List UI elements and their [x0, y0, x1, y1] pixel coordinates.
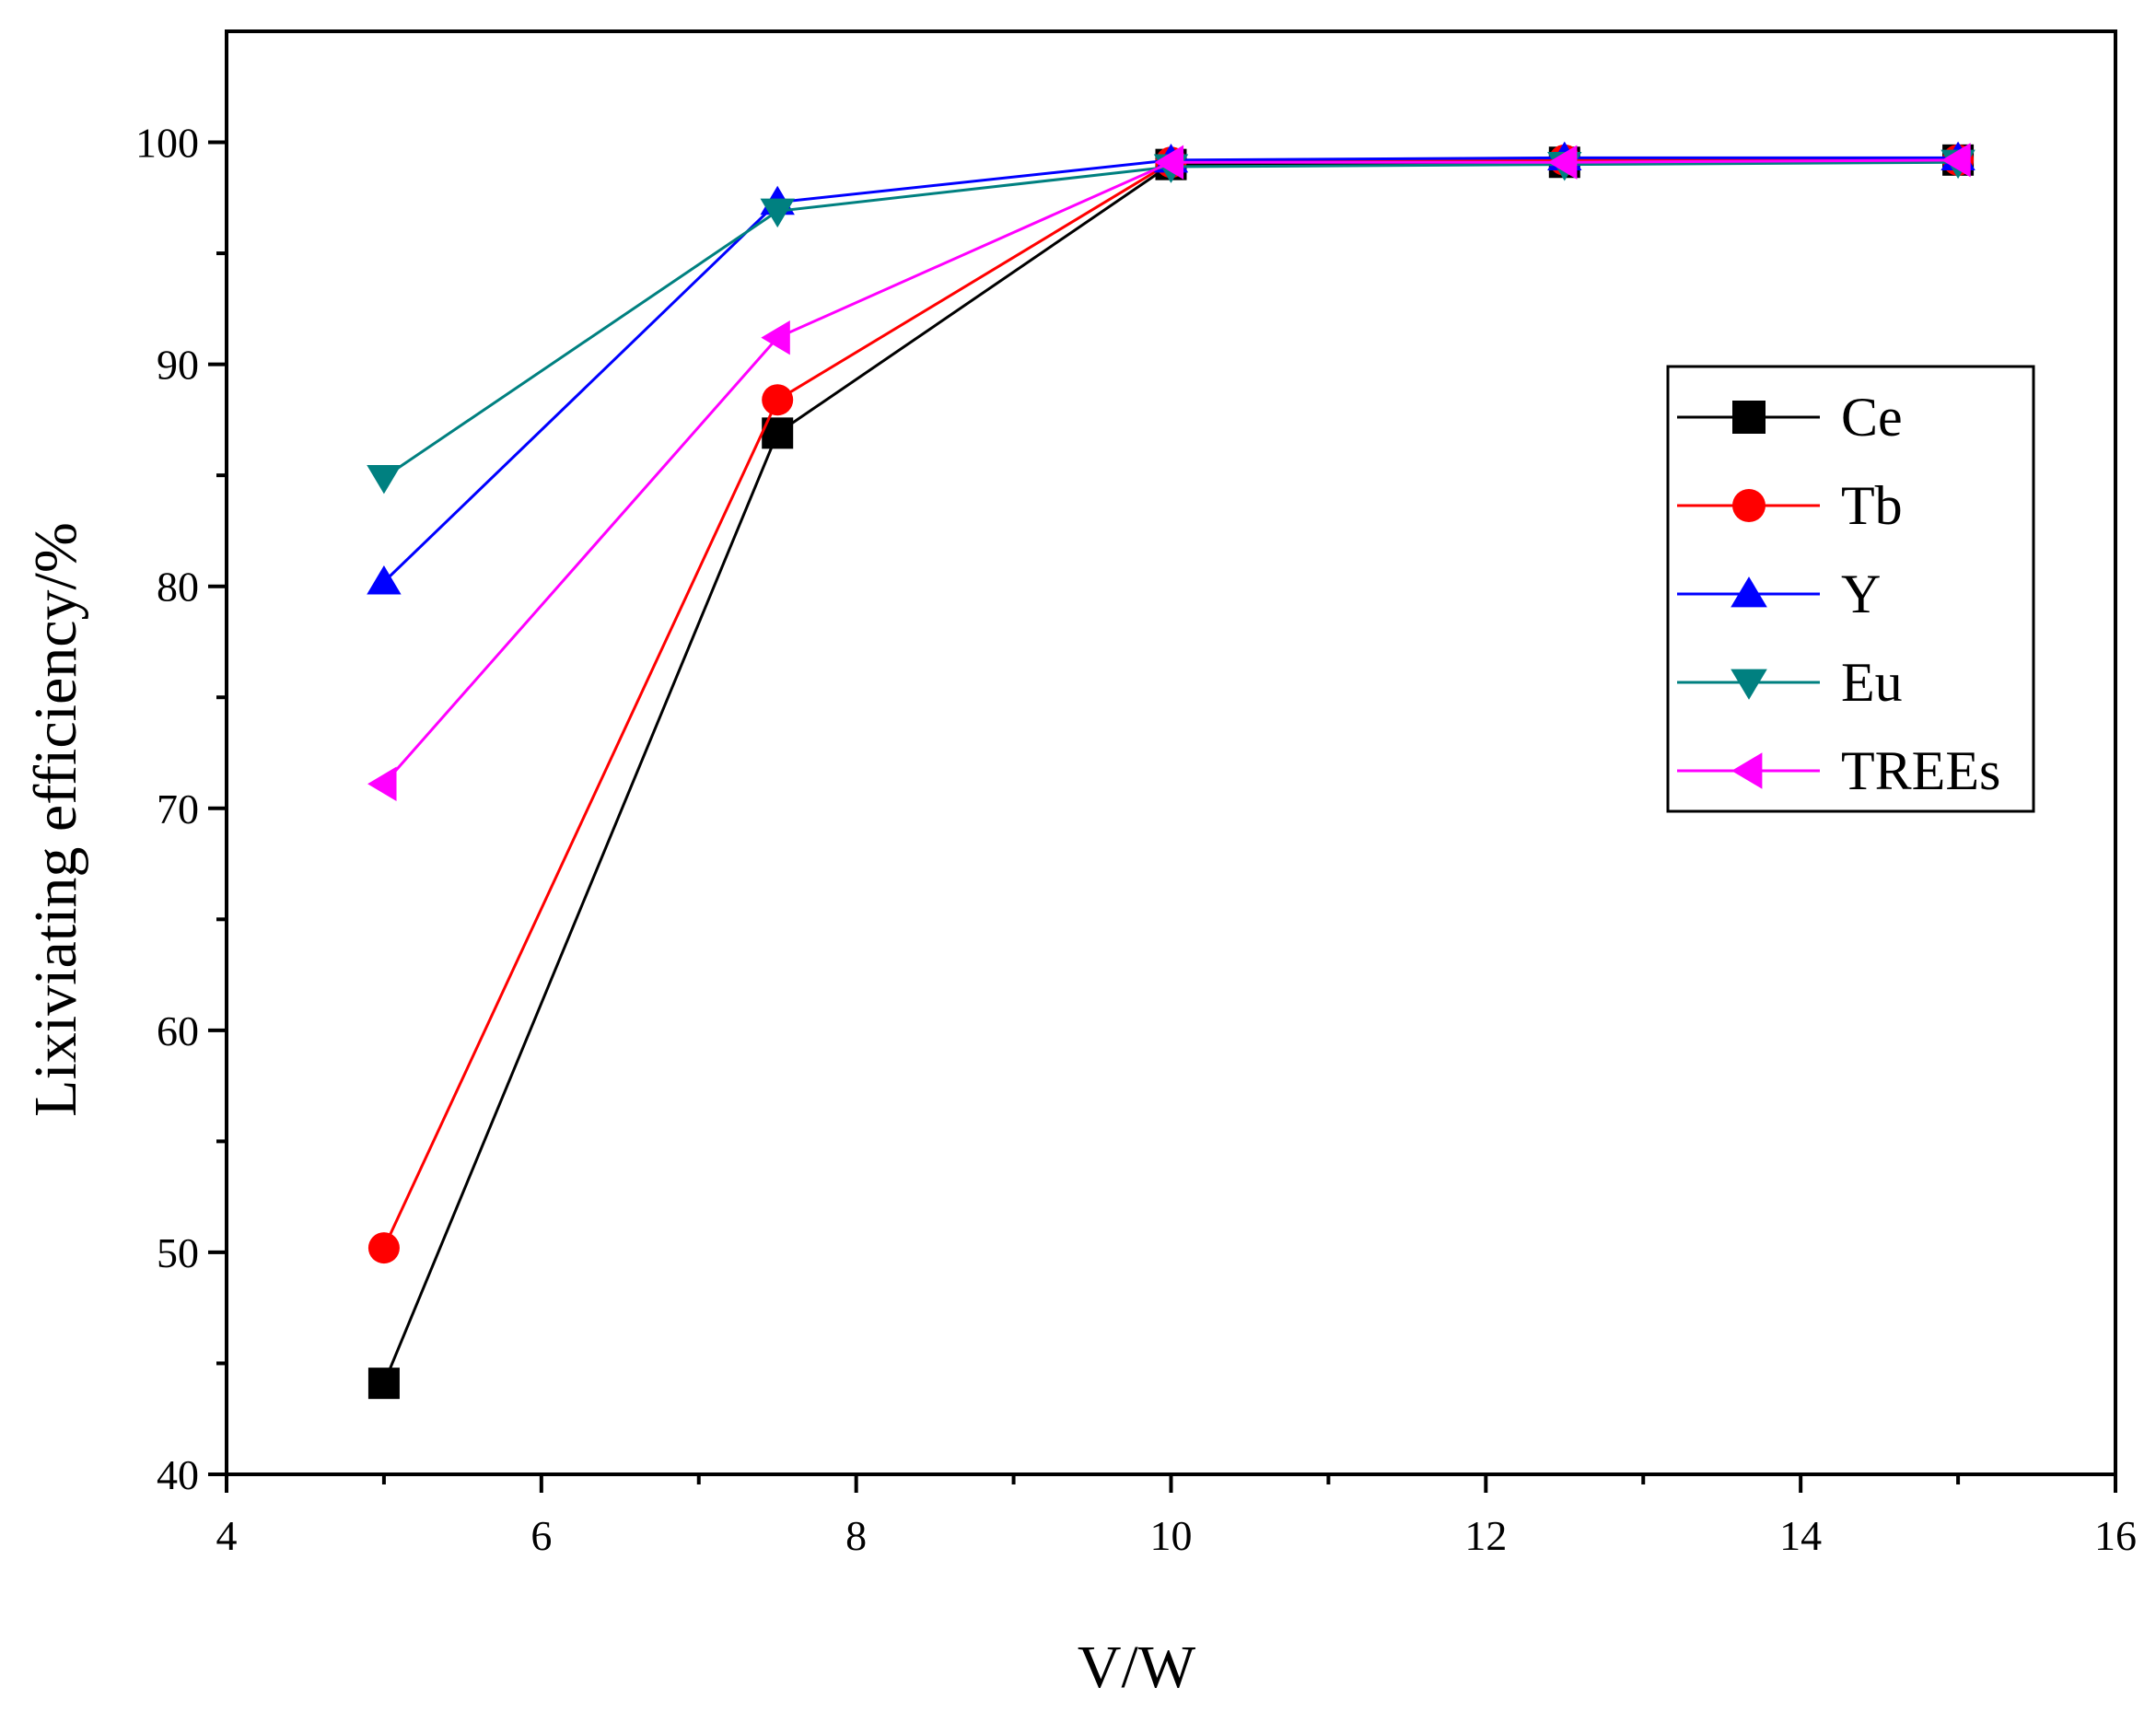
y-tick-label-40: 40	[157, 1451, 199, 1498]
series-layer	[367, 141, 1975, 1400]
x-tick-label-10: 10	[1150, 1512, 1193, 1559]
y-tick-label-80: 80	[157, 564, 199, 611]
x-tick-label-4: 4	[216, 1512, 238, 1559]
x-axis-title: V/W	[1078, 1634, 1196, 1701]
data-point-eu	[760, 198, 795, 228]
data-point-tb	[762, 384, 794, 416]
x-tick-label-12: 12	[1464, 1512, 1507, 1559]
x-tick-label-6: 6	[530, 1512, 552, 1559]
y-tick-label-50: 50	[157, 1229, 199, 1276]
y-tick-label-100: 100	[135, 120, 199, 167]
axes-layer: 4 6 8 10 12 14 16 40 50 60 70 80 90 100	[135, 29, 2137, 1559]
data-point-trees	[1941, 143, 1971, 178]
legend-label-eu: Eu	[1841, 652, 1903, 713]
legend-marker-y	[1731, 576, 1767, 608]
data-point-trees	[1547, 145, 1578, 180]
legend-box	[1666, 365, 2035, 813]
legend-marker-trees	[1731, 752, 1763, 789]
data-point-tb	[367, 1232, 400, 1264]
data-point-ce	[367, 1368, 400, 1400]
legend-marker-ce	[1732, 401, 1766, 434]
y-tick-label-90: 90	[157, 342, 199, 389]
legend-marker-tb	[1732, 489, 1766, 522]
legend-marker-eu	[1731, 669, 1767, 700]
legend-label-y: Y	[1841, 564, 1881, 624]
legend-label-ce: Ce	[1841, 387, 1903, 448]
data-point-trees	[367, 766, 397, 801]
legend-label-trees: TREEs	[1841, 740, 2000, 801]
y-axis-title: Lixiviating efficiency/%	[22, 522, 89, 1117]
data-point-y	[367, 565, 402, 595]
data-point-eu	[367, 464, 402, 495]
x-tick-label-16: 16	[2094, 1512, 2137, 1559]
y-tick-label-70: 70	[157, 786, 199, 832]
x-tick-label-8: 8	[845, 1512, 867, 1559]
legend: Ce Tb Y Eu TREEs	[1666, 365, 2035, 813]
y-tick-label-60: 60	[157, 1007, 199, 1054]
legend-label-tb: Tb	[1841, 475, 1903, 536]
data-point-trees	[1154, 145, 1184, 180]
x-tick-label-14: 14	[1779, 1512, 1822, 1559]
data-point-trees	[761, 320, 790, 355]
